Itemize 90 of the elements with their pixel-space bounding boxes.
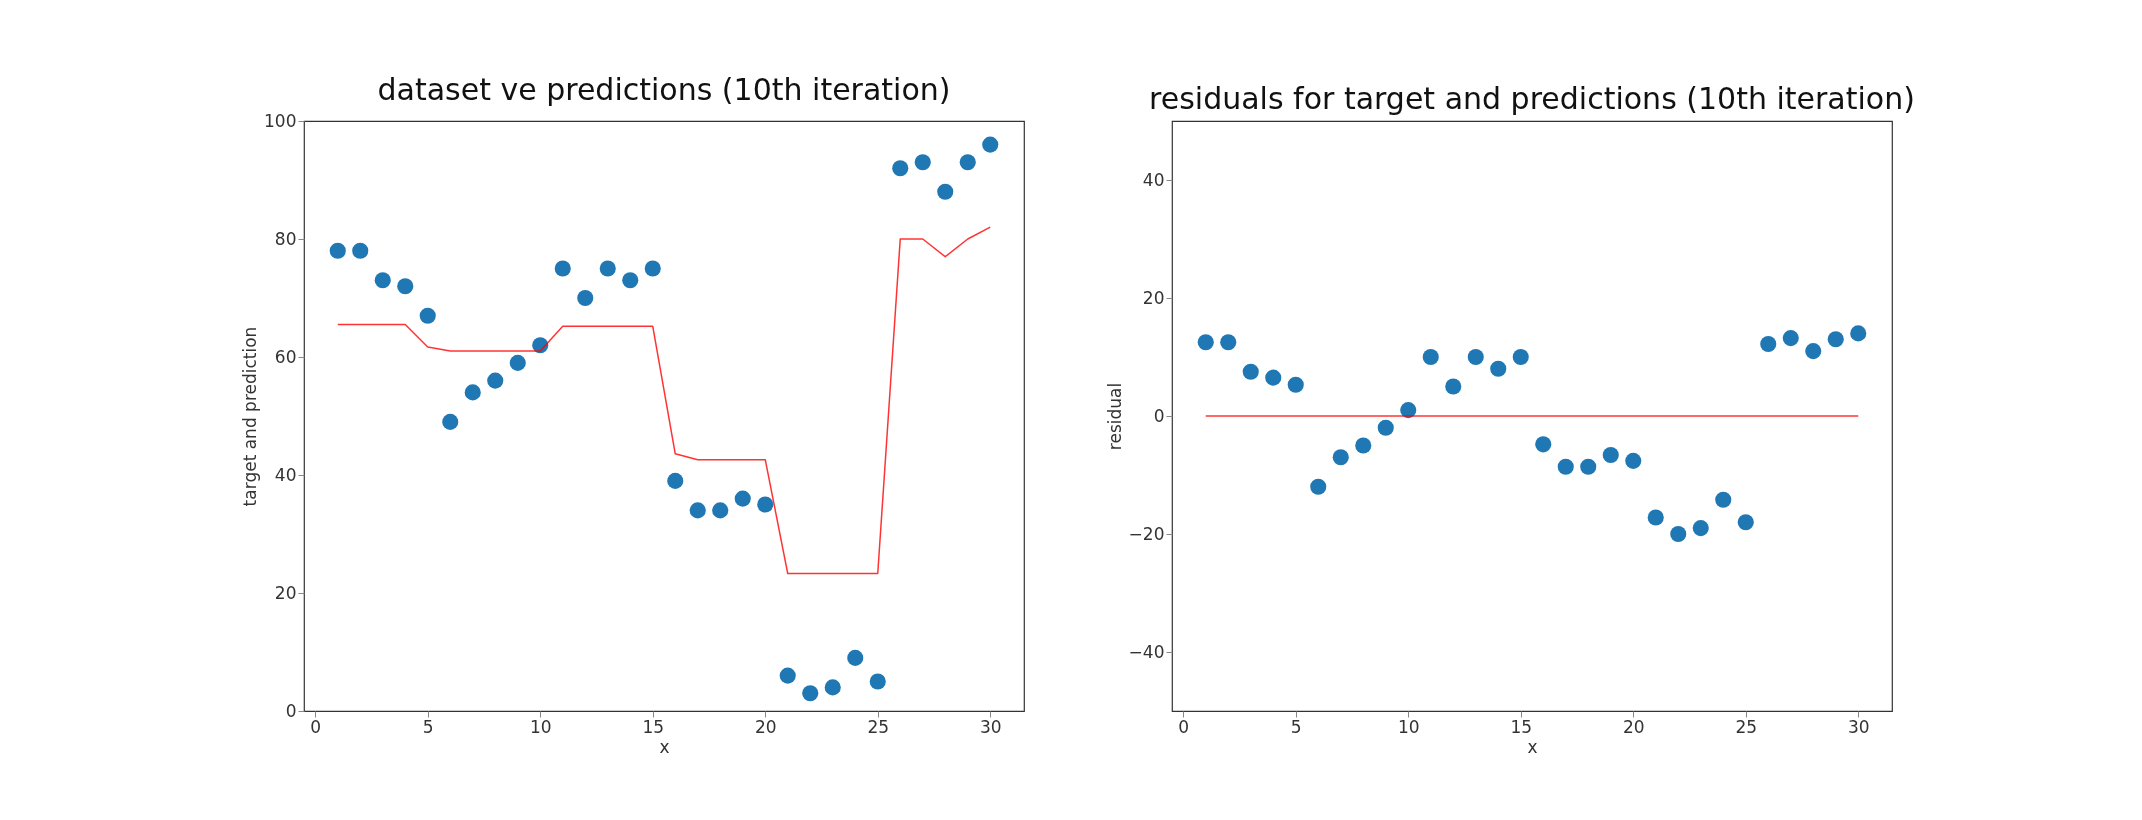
- point: [1805, 343, 1822, 360]
- point: [554, 260, 571, 277]
- point: [442, 413, 459, 430]
- point: [419, 307, 436, 324]
- point: [1625, 452, 1642, 469]
- point: [1715, 491, 1732, 508]
- point: [374, 272, 391, 289]
- y-tick-label: 0: [1153, 405, 1165, 426]
- x-tick-label: 0: [310, 716, 322, 737]
- point: [892, 160, 909, 177]
- point: [1422, 348, 1439, 366]
- point: [1332, 449, 1349, 466]
- x-tick-label: 0: [1178, 716, 1190, 737]
- x-tick-label: 30: [1847, 716, 1870, 737]
- point: [667, 472, 684, 489]
- point: [1580, 458, 1597, 475]
- point: [1220, 334, 1237, 351]
- point: [1242, 363, 1259, 380]
- point: [982, 136, 999, 153]
- point: [1377, 419, 1394, 436]
- point: [464, 384, 481, 401]
- y-tick-label: 0: [285, 700, 297, 721]
- y-axis-title: residual: [1104, 382, 1125, 451]
- y-tick-label: 100: [264, 110, 297, 131]
- point: [622, 272, 639, 289]
- point: [734, 490, 751, 507]
- point: [937, 183, 954, 200]
- point: [757, 496, 774, 513]
- x-tick-label: 15: [642, 716, 665, 737]
- y-tick-label: 60: [274, 346, 297, 367]
- point: [1850, 325, 1867, 342]
- point: [712, 502, 729, 519]
- y-tick-label: 20: [1142, 287, 1165, 308]
- y-tick-label: −20: [1128, 523, 1165, 544]
- point: [1197, 334, 1214, 351]
- y-axis-title: target and prediction: [240, 326, 261, 507]
- point: [644, 260, 661, 277]
- x-tick-label: 25: [867, 716, 890, 737]
- y-tick-label: 40: [274, 464, 297, 485]
- point: [1490, 360, 1507, 377]
- point: [1310, 478, 1327, 495]
- x-axis-title: x: [659, 736, 670, 757]
- point: [1737, 514, 1754, 531]
- point: [487, 372, 504, 389]
- x-tick-label: 10: [1397, 716, 1420, 737]
- point: [959, 154, 976, 171]
- point: [397, 278, 414, 295]
- point: [1647, 509, 1664, 526]
- point: [509, 354, 526, 371]
- point: [599, 260, 616, 277]
- point: [1670, 525, 1687, 543]
- x-tick-label: 20: [754, 716, 777, 737]
- x-tick-label: 30: [979, 716, 1002, 737]
- point: [577, 289, 594, 307]
- point: [1827, 331, 1844, 348]
- point: [824, 679, 841, 696]
- x-tick-label: 5: [1290, 716, 1302, 737]
- point: [1445, 378, 1462, 395]
- x-tick-label: 10: [529, 716, 552, 737]
- point: [1602, 446, 1619, 463]
- x-tick-label: 15: [1510, 716, 1533, 737]
- x-tick-label: 25: [1735, 716, 1758, 737]
- chart-title: dataset ve predictions (10th iteration): [377, 72, 951, 107]
- point: [1692, 520, 1709, 537]
- y-tick-label: 40: [1142, 169, 1165, 190]
- point: [1512, 348, 1529, 366]
- point: [1355, 437, 1372, 454]
- point: [847, 649, 864, 666]
- point: [914, 154, 931, 171]
- point: [1265, 369, 1282, 386]
- x-tick-label: 20: [1622, 716, 1645, 737]
- point: [352, 242, 369, 259]
- point: [689, 502, 706, 519]
- point: [1535, 436, 1552, 453]
- point: [802, 685, 819, 702]
- point: [329, 242, 346, 259]
- point: [869, 673, 886, 690]
- line-series: [337, 226, 991, 575]
- point: [1557, 458, 1574, 475]
- point: [1287, 376, 1304, 393]
- x-axis-title: x: [1527, 736, 1538, 757]
- y-tick-label: −40: [1128, 641, 1165, 662]
- point: [1782, 330, 1799, 347]
- y-tick-label: 80: [274, 228, 297, 249]
- y-tick-label: 20: [274, 582, 297, 603]
- point: [1467, 348, 1484, 366]
- point: [779, 667, 796, 684]
- x-tick-label: 5: [422, 716, 434, 737]
- chart-title: residuals for target and predictions (10th iteration): [1149, 81, 1915, 116]
- point: [1760, 335, 1777, 353]
